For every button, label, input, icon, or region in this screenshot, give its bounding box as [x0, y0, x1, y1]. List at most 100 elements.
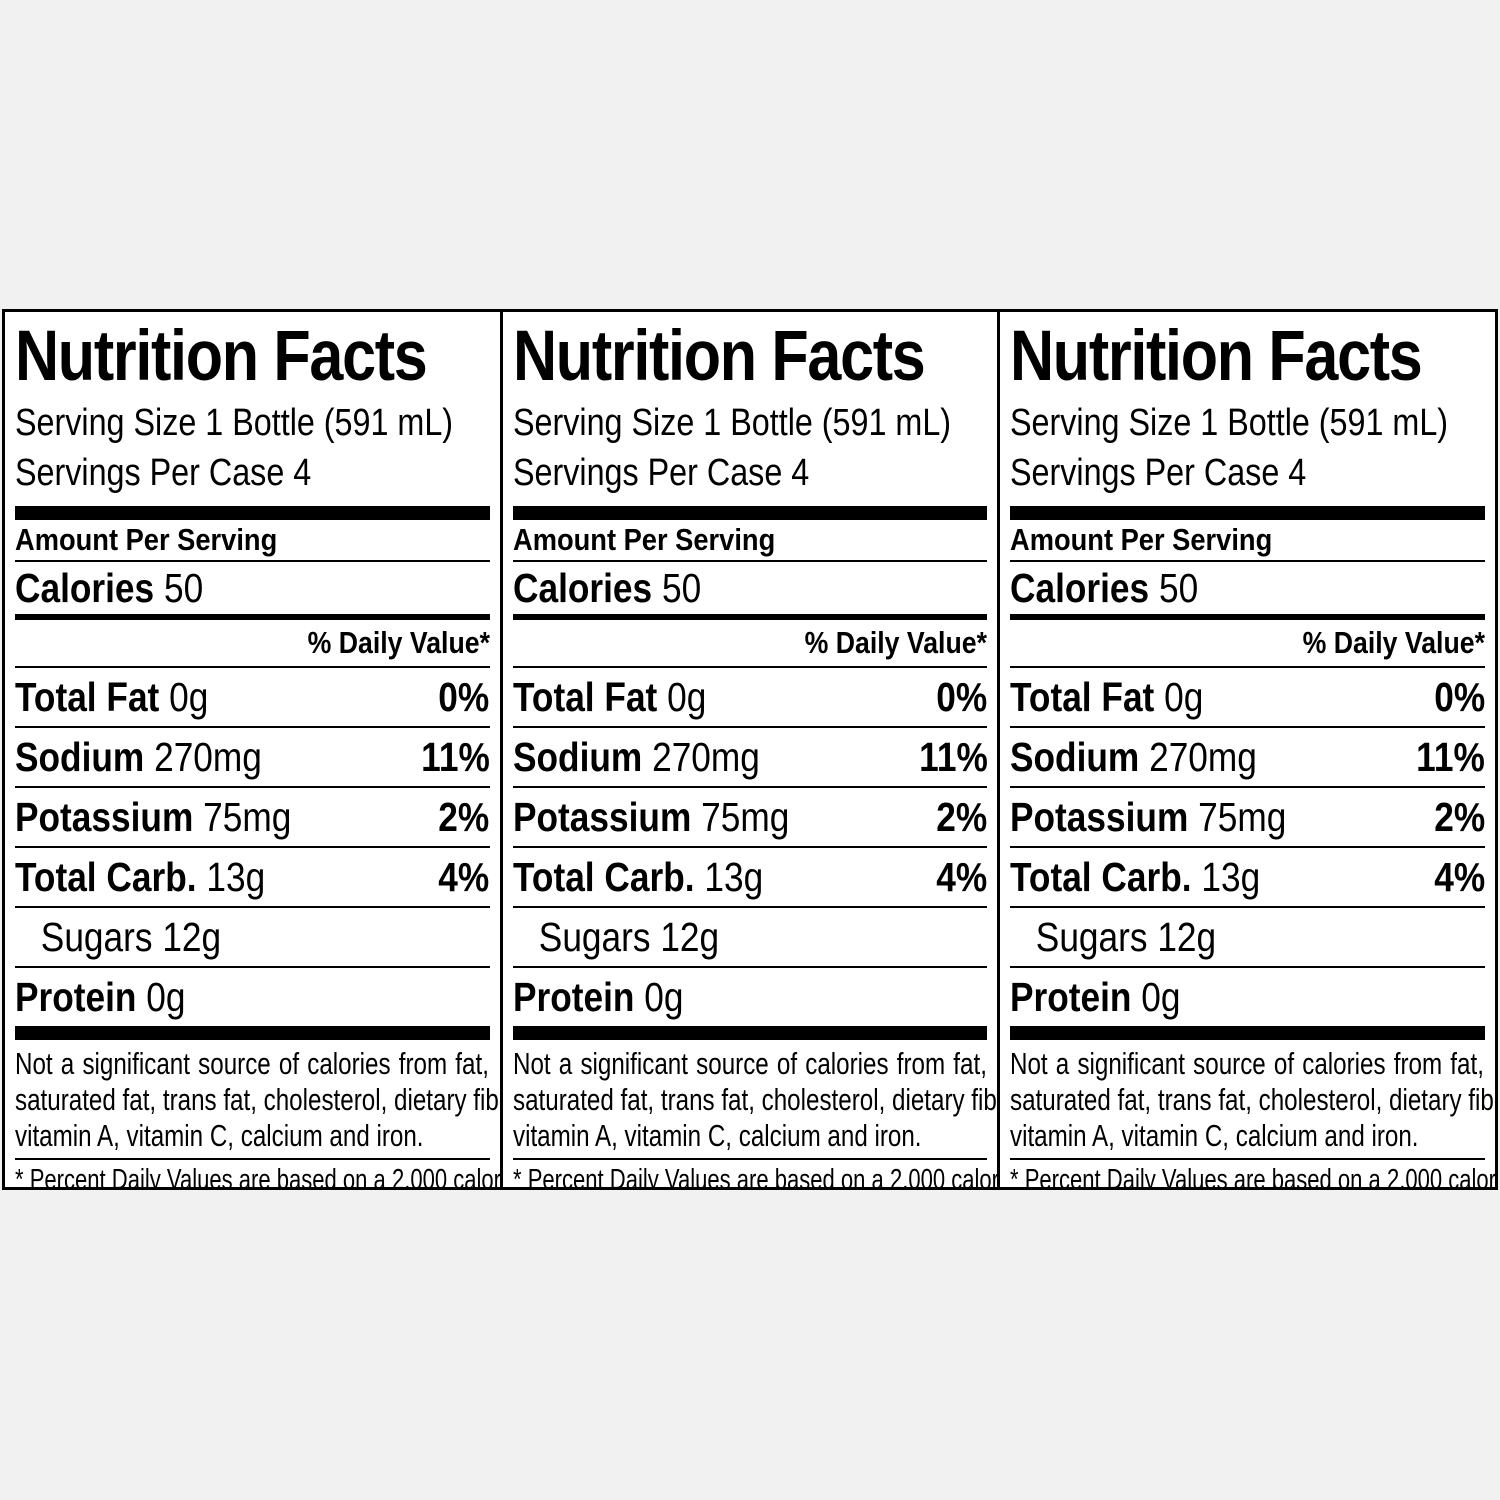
nutrient-name: Total Carb. — [512, 853, 695, 900]
nutrient-name: Sodium — [1010, 733, 1140, 780]
nutrient-daily-value: 11% — [421, 733, 490, 780]
percent-daily-value-note: * Percent Daily Values are based on a 2,… — [512, 1164, 999, 1187]
nutrient-row: Total Fat 0g 0% — [15, 668, 490, 728]
nutrition-facts-panel: Nutrition Facts Serving Size 1 Bottle (5… — [1000, 312, 1495, 1187]
thick-divider — [512, 506, 988, 520]
serving-size: Serving Size 1 Bottle (591 mL) — [1010, 402, 1449, 444]
nutrient-amount: 0g — [169, 673, 209, 720]
nutrient-row: Sodium 270mg 11% — [512, 728, 988, 788]
calories-value: 50 — [661, 564, 701, 611]
nutrient-amount: 270mg — [651, 733, 760, 780]
calories-value: 50 — [1159, 564, 1199, 611]
panel-title: Nutrition Facts — [512, 317, 926, 396]
sugars-text: Sugars 12g — [40, 913, 222, 960]
protein-row: Protein 0g — [513, 968, 988, 1026]
servings-per-case: Servings Per Case 4 — [15, 452, 312, 494]
amount-per-serving: Amount Per Serving — [512, 520, 988, 562]
footnote-line: saturated fat, trans fat, cholesterol, d… — [512, 1082, 1001, 1117]
nutrient-amount: 270mg — [1149, 733, 1258, 780]
thick-divider — [1010, 506, 1486, 520]
calories-value: 50 — [163, 564, 204, 611]
calories-row: Calories 50 — [1010, 562, 1485, 614]
daily-value-header: % Daily Value* — [15, 620, 490, 668]
protein-label: Protein — [512, 973, 635, 1020]
nutrient-daily-value: 2% — [438, 793, 490, 840]
nutrient-name: Potassium — [15, 793, 194, 840]
calories-label: Calories — [15, 564, 155, 611]
thin-divider — [15, 1158, 490, 1160]
nutrient-name: Total Carb. — [15, 853, 197, 900]
servings-per-case: Servings Per Case 4 — [1010, 452, 1307, 494]
medium-divider — [15, 614, 490, 620]
thick-divider — [15, 1026, 490, 1040]
nutrient-amount: 13g — [206, 853, 266, 900]
thick-divider — [512, 1026, 988, 1040]
nutrient-daily-value: 0% — [936, 673, 988, 720]
amount-per-serving: Amount Per Serving — [15, 520, 490, 562]
footnote-line: vitamin A, vitamin C, calcium and iron. — [1010, 1118, 1419, 1153]
nutrient-amount: 75mg — [1198, 793, 1287, 840]
serving-size: Serving Size 1 Bottle (591 mL) — [15, 402, 454, 444]
sugars-row: Sugars 12g — [15, 908, 490, 968]
protein-value: 0g — [1141, 973, 1181, 1020]
nutrient-row: Total Carb. 13g 4% — [512, 848, 988, 908]
nutrient-amount: 75mg — [700, 793, 790, 840]
nutrient-daily-value: 2% — [1434, 793, 1486, 840]
nutrient-name: Sodium — [512, 733, 642, 780]
nutrient-daily-value: 11% — [1416, 733, 1486, 780]
nutrient-row: Total Carb. 13g 4% — [1010, 848, 1486, 908]
nutrient-name: Total Fat — [15, 673, 160, 720]
nutrient-row: Total Carb. 13g 4% — [15, 848, 490, 908]
calories-label: Calories — [1010, 564, 1150, 611]
nutrient-row: Potassium 75mg 2% — [15, 788, 490, 848]
nutrient-row: Potassium 75mg 2% — [1010, 788, 1486, 848]
footnote-line: vitamin A, vitamin C, calcium and iron. — [15, 1118, 424, 1153]
nutrition-facts-panel: Nutrition Facts Serving Size 1 Bottle (5… — [5, 312, 503, 1187]
protein-row: Protein 0g — [15, 968, 490, 1026]
footnote-line: Not a significant source of calories fro… — [1010, 1046, 1485, 1081]
nutrient-daily-value: 4% — [438, 853, 490, 900]
nutrient-amount: 270mg — [154, 733, 262, 780]
nutrient-name: Sodium — [15, 733, 145, 780]
nutrient-amount: 13g — [1201, 853, 1261, 900]
protein-value: 0g — [643, 973, 684, 1020]
protein-value: 0g — [146, 973, 186, 1020]
sugars-text: Sugars 12g — [538, 913, 719, 960]
sugars-row: Sugars 12g — [512, 908, 988, 968]
nutrient-daily-value: 11% — [918, 733, 988, 780]
calories-row: Calories 50 — [513, 562, 988, 614]
daily-value-header: % Daily Value* — [1010, 620, 1486, 668]
nutrient-daily-value: 2% — [936, 793, 988, 840]
nutrient-name: Potassium — [512, 793, 691, 840]
panel-title: Nutrition Facts — [15, 317, 428, 396]
nutrient-amount: 0g — [666, 673, 707, 720]
nutrient-daily-value: 0% — [438, 673, 490, 720]
nutrition-labels-container: Nutrition Facts Serving Size 1 Bottle (5… — [2, 309, 1498, 1190]
footnote-line: saturated fat, trans fat, cholesterol, d… — [1010, 1082, 1496, 1117]
nutrient-name: Potassium — [1010, 793, 1189, 840]
calories-row: Calories 50 — [15, 562, 490, 614]
not-significant-source-note: Not a significant source of calories fro… — [1010, 1046, 1496, 1154]
sugars-row: Sugars 12g — [1010, 908, 1486, 968]
footnote-line: saturated fat, trans fat, cholesterol, d… — [15, 1082, 503, 1117]
percent-daily-value-note: * Percent Daily Values are based on a 2,… — [15, 1164, 501, 1187]
nutrient-name: Total Fat — [512, 673, 657, 720]
footnote-line: Not a significant source of calories fro… — [15, 1046, 489, 1081]
nutrient-row: Sodium 270mg 11% — [15, 728, 490, 788]
thin-divider — [1010, 1158, 1486, 1160]
medium-divider — [512, 614, 988, 620]
protein-row: Protein 0g — [1010, 968, 1485, 1026]
protein-label: Protein — [1010, 973, 1132, 1020]
thick-divider — [1010, 1026, 1486, 1040]
nutrition-facts-panel: Nutrition Facts Serving Size 1 Bottle (5… — [503, 312, 1001, 1187]
footnote-line: vitamin A, vitamin C, calcium and iron. — [512, 1118, 922, 1153]
percent-daily-value-note: * Percent Daily Values are based on a 2,… — [1010, 1164, 1496, 1187]
serving-size: Serving Size 1 Bottle (591 mL) — [512, 402, 951, 444]
nutrient-amount: 13g — [704, 853, 763, 900]
nutrient-daily-value: 4% — [1434, 853, 1486, 900]
nutrient-amount: 75mg — [203, 793, 292, 840]
nutrient-daily-value: 0% — [1434, 673, 1486, 720]
calories-label: Calories — [512, 564, 652, 611]
thick-divider — [15, 506, 490, 520]
nutrient-row: Sodium 270mg 11% — [1010, 728, 1486, 788]
